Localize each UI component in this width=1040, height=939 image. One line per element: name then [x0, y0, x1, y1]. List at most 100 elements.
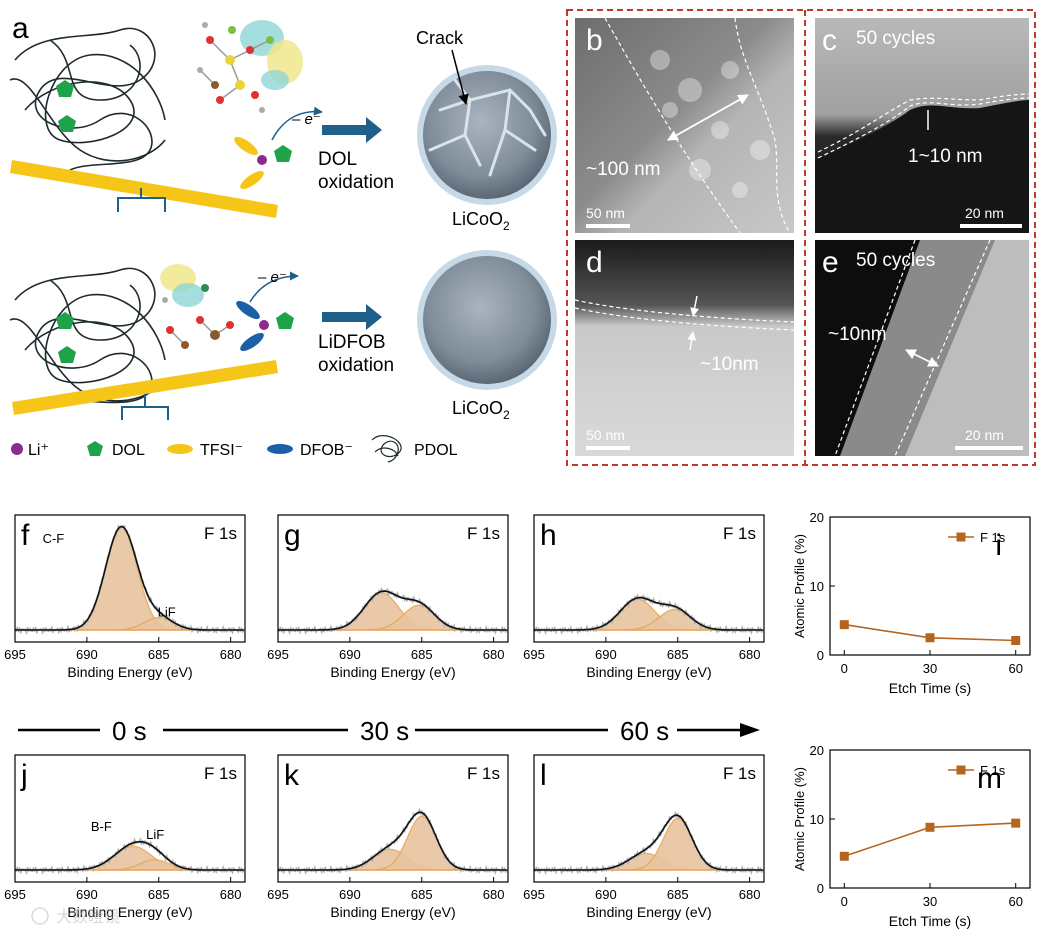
panel-label-a: a	[12, 12, 29, 45]
etch-time-timeline: 0 s 30 s 60 s	[18, 716, 760, 746]
xps-axes-frame	[14, 754, 246, 883]
xps-panel-k: 695 690 685 680 Binding Energy (eV) k F 1s	[267, 754, 509, 920]
panel-label-l: l	[540, 759, 547, 792]
timeline-label-0s: 0 s	[112, 716, 147, 746]
li-ion	[257, 155, 267, 165]
tem-panel-d: d ~10nm 50 nm	[574, 240, 795, 456]
panel-label-h: h	[540, 519, 557, 552]
dfob-ion	[240, 332, 264, 352]
tem-c-scalebar	[960, 224, 1022, 228]
xps-x-axis-label: Binding Energy (eV)	[330, 904, 455, 920]
dol-molecule	[56, 312, 74, 329]
xps-core-level-label: F 1s	[204, 524, 237, 543]
xps-x-tick-label: 695	[4, 647, 26, 662]
legend-dol-label: DOL	[112, 442, 145, 459]
tfsi-ion	[234, 136, 258, 156]
xps-core-level-label: F 1s	[204, 764, 237, 783]
reaction-label-top-line1: DOL	[318, 149, 357, 170]
tem-panel-c: c 50 cycles 1~10 nm 20 nm	[815, 18, 1030, 233]
xps-fit-envelope	[15, 841, 244, 871]
electron-transfer-arrow	[271, 106, 323, 141]
chart-x-axis-label: Etch Time (s)	[889, 680, 971, 696]
xps-x-tick-label: 690	[339, 647, 361, 662]
xps-x-tick-label: 695	[523, 887, 545, 902]
panel-label-g: g	[284, 519, 301, 552]
xps-core-level-label: F 1s	[723, 764, 756, 783]
dol-molecule	[58, 346, 76, 363]
xps-x-tick-label: 685	[148, 647, 170, 662]
xps-x-axis-label: Binding Energy (eV)	[586, 904, 711, 920]
xps-x-tick-label: 680	[220, 887, 242, 902]
reaction-label-bottom-line2: oxidation	[318, 355, 394, 376]
xps-x-axis-label: Binding Energy (eV)	[67, 664, 192, 680]
xps-x-tick-label: 695	[267, 647, 289, 662]
xps-peak-label-lif: LiF	[158, 605, 176, 620]
reaction-arrow-top	[322, 117, 382, 143]
data-point-f1s	[925, 822, 935, 832]
data-point-f1s	[839, 851, 849, 861]
dol-molecule	[56, 80, 74, 97]
seesaw-beam-bottom	[12, 360, 278, 415]
panel-label-b: b	[586, 24, 603, 57]
chart-y-axis-label: Atomic Profile (%)	[792, 767, 807, 871]
tem-d-thickness: ~10nm	[700, 354, 759, 375]
panel-label-k: k	[284, 759, 300, 792]
chart-y-tick-label: 10	[810, 812, 824, 827]
crack-label: Crack	[416, 28, 464, 48]
xps-x-tick-label: 680	[483, 887, 505, 902]
chart-x-tick-label: 30	[923, 894, 937, 909]
xps-axes-frame	[14, 514, 246, 643]
licoo2-particle-intact	[417, 250, 557, 390]
data-point-f1s	[839, 620, 849, 630]
dol-molecule	[276, 312, 294, 329]
legend-series-label: F 1s	[980, 763, 1006, 778]
tem-group-border	[566, 9, 1036, 466]
xps-core-level-label: F 1s	[723, 524, 756, 543]
atomic-profile-chart-i: 0 10 20 0 30 60 Etch Time (s) Atomic Profile (%…	[792, 510, 1031, 696]
chart-y-tick-label: 0	[817, 648, 824, 663]
panel-label-j: j	[20, 759, 28, 792]
xps-panel-f: 695 690 685 680 Binding Energy (eV) f F 1s C-F L…	[4, 514, 246, 680]
reaction-arrow-bottom	[322, 304, 382, 330]
chart-x-tick-label: 60	[1008, 661, 1022, 676]
timeline-arrowhead	[740, 723, 760, 737]
xps-x-tick-label: 680	[220, 647, 242, 662]
data-point-f1s	[1011, 636, 1021, 646]
legend-dfob-label: DFOB⁻	[300, 442, 353, 459]
tem-panel-b: b ~100 nm 50 nm	[575, 17, 794, 234]
panel-label-c: c	[822, 24, 837, 57]
xps-x-tick-label: 690	[595, 887, 617, 902]
particle-label-top: LiCoO2	[452, 209, 510, 233]
xps-fit-envelope	[534, 596, 763, 631]
legend-pdol-swatch	[371, 435, 402, 463]
tem-e-scalebar	[955, 446, 1023, 450]
xps-x-axis-label: Binding Energy (eV)	[330, 664, 455, 680]
electron-label-bottom: – e⁻	[257, 269, 287, 286]
legend-dfob-swatch	[267, 444, 293, 454]
xps-axes-frame	[533, 754, 765, 883]
seesaw-pivot-top	[117, 197, 166, 212]
legend-marker-swatch	[956, 765, 966, 775]
chart-y-tick-label: 20	[810, 743, 824, 758]
timeline-label-60s: 60 s	[620, 716, 669, 746]
particle-label-bottom: LiCoO2	[452, 398, 510, 422]
watermark-icon	[31, 907, 49, 925]
xps-x-tick-label: 685	[667, 887, 689, 902]
legend-li-label: Li⁺	[28, 442, 49, 459]
electron-label-top: – e⁻	[291, 111, 321, 128]
watermark: 大数瞪镜	[31, 907, 120, 926]
xps-x-tick-label: 695	[267, 887, 289, 902]
xps-x-tick-label: 685	[411, 887, 433, 902]
tem-b-thickness: ~100 nm	[586, 159, 660, 180]
xps-x-tick-label: 680	[739, 647, 761, 662]
dfob-ion	[236, 300, 260, 320]
tem-c-thickness: 1~10 nm	[908, 146, 982, 167]
xps-fit-envelope	[278, 811, 507, 871]
seesaw-pivot-bottom	[121, 406, 169, 420]
chart-y-tick-label: 20	[810, 510, 824, 525]
licoo2-particle-cracked	[417, 65, 557, 205]
legend-dol-swatch	[87, 441, 103, 456]
xps-fit-envelope	[15, 525, 244, 631]
li-ion	[259, 320, 269, 330]
